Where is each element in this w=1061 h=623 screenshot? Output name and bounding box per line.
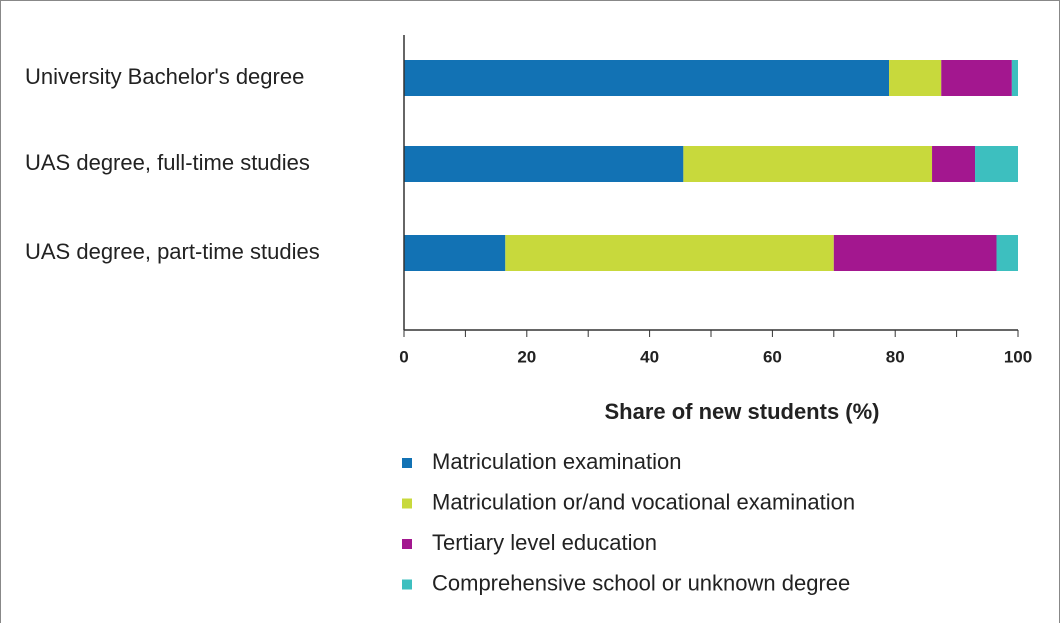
bar-segment: [889, 60, 942, 96]
category-label: UAS degree, full-time studies: [25, 150, 310, 175]
legend-label: Comprehensive school or unknown degree: [432, 570, 850, 595]
x-tick-label: 0: [399, 347, 408, 366]
x-tick-label: 20: [517, 347, 536, 366]
x-tick-label: 80: [886, 347, 905, 366]
category-label: UAS degree, part-time studies: [25, 239, 320, 264]
legend-label: Matriculation examination: [432, 449, 681, 474]
x-tick-label: 100: [1004, 347, 1032, 366]
bar-segment: [404, 60, 890, 96]
x-axis-title: Share of new students (%): [604, 399, 879, 424]
bar-segment: [683, 146, 933, 182]
bar-segment: [932, 146, 976, 182]
legend-label: Tertiary level education: [432, 530, 657, 555]
bar-segment: [941, 60, 1012, 96]
bar-segment: [975, 146, 1018, 182]
legend-swatch: [402, 539, 412, 549]
legend-swatch: [402, 458, 412, 468]
legend-label: Matriculation or/and vocational examinat…: [432, 489, 855, 514]
x-tick-label: 60: [763, 347, 782, 366]
legend-swatch: [402, 579, 412, 590]
bar-segment: [404, 146, 684, 182]
bar-segment: [505, 235, 834, 271]
bar-segment: [404, 235, 506, 271]
category-label: University Bachelor's degree: [25, 64, 304, 89]
x-tick-label: 40: [640, 347, 659, 366]
bar-segment: [833, 235, 997, 271]
legend-swatch: [402, 498, 412, 509]
bar-segment: [996, 235, 1018, 271]
bar-segment: [1011, 60, 1018, 96]
